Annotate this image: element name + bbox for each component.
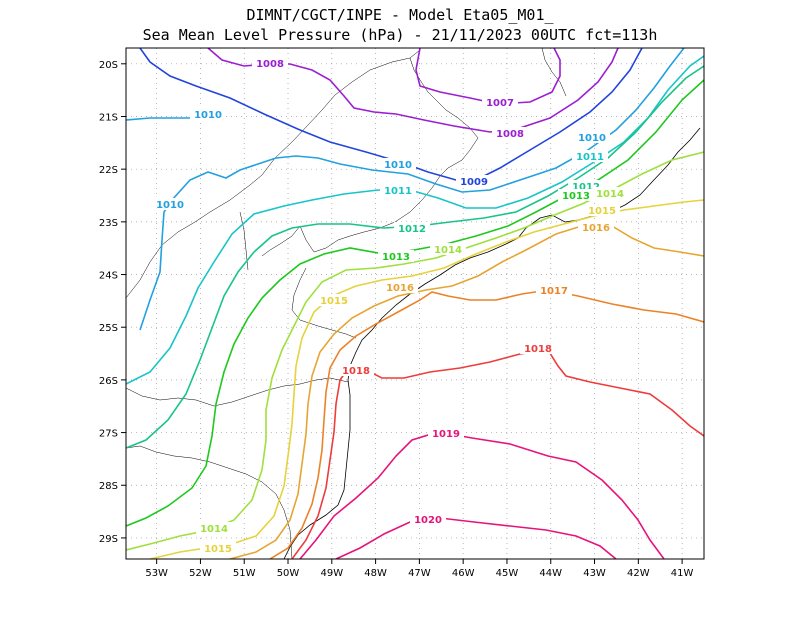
tick-label-lon: 50W xyxy=(277,568,300,579)
tick-label-lon: 45W xyxy=(496,568,519,579)
contour-label-1009: 1009 xyxy=(460,177,488,188)
contour-label-1007: 1007 xyxy=(486,98,514,109)
tick-label-lat: 25S xyxy=(99,323,118,334)
tick-label-lat: 26S xyxy=(99,376,118,387)
contour-labels: 1007 1008 1008 1009 1010 1010 1010 1010 … xyxy=(152,57,628,555)
tick-label-lon: 48W xyxy=(364,568,387,579)
tick-label-lon: 49W xyxy=(320,568,343,579)
isobar-1019 xyxy=(299,431,665,559)
tick-label-lat: 23S xyxy=(99,218,118,229)
tick-label-lat: 28S xyxy=(99,481,118,492)
map-title-line-2: Sea Mean Level Pressure (hPa) - 21/11/20… xyxy=(142,26,658,44)
isobar-1020 xyxy=(335,517,617,559)
tick-label-lon: 53W xyxy=(145,568,168,579)
isobar-1012 xyxy=(126,65,704,449)
tick-label-lat: 22S xyxy=(99,165,118,176)
isobar-1011 xyxy=(126,55,704,385)
contour-label-1016: 1016 xyxy=(582,223,610,234)
contour-label-1008: 1008 xyxy=(256,59,284,70)
tick-label-lon: 43W xyxy=(583,568,606,579)
tick-label-lat: 24S xyxy=(99,271,118,282)
contour-label-1019: 1019 xyxy=(432,429,460,440)
contour-label-1014: 1014 xyxy=(434,245,462,256)
tick-label-lat: 27S xyxy=(99,429,118,440)
contour-label-1013: 1013 xyxy=(382,252,410,263)
isobar-1014 xyxy=(126,151,704,551)
tick-label-lat: 29S xyxy=(99,534,118,545)
contour-label-1010: 1010 xyxy=(578,133,606,144)
contour-label-1014: 1014 xyxy=(200,524,228,535)
tick-label-lon: 41W xyxy=(671,568,694,579)
contour-label-1020: 1020 xyxy=(414,515,442,526)
plot-frame xyxy=(125,47,705,560)
contour-label-1018: 1018 xyxy=(342,366,370,377)
contour-label-1011: 1011 xyxy=(576,152,604,163)
contour-label-1017: 1017 xyxy=(540,286,568,297)
tick-label-lon: 52W xyxy=(189,568,212,579)
contour-label-1011: 1011 xyxy=(384,186,412,197)
contour-label-1016: 1016 xyxy=(386,283,414,294)
contour-label-1013: 1013 xyxy=(562,191,590,202)
tick-label-lon: 51W xyxy=(233,568,256,579)
contour-label-1008: 1008 xyxy=(496,129,524,140)
contour-label-1012: 1012 xyxy=(572,182,600,193)
contour-label-1018: 1018 xyxy=(524,344,552,355)
tick-label-lat: 21S xyxy=(99,112,118,123)
tick-label-lon: 47W xyxy=(408,568,431,579)
tick-label-lon: 44W xyxy=(539,568,562,579)
contour-label-1010: 1010 xyxy=(384,160,412,171)
tick-label-lon: 42W xyxy=(627,568,650,579)
contour-label-1015: 1015 xyxy=(588,206,616,217)
tick-label-lat: 20S xyxy=(99,60,118,71)
map-title-line-1: DIMNT/CGCT/INPE - Model Eta05_M01_ xyxy=(246,6,554,24)
contour-label-1014: 1014 xyxy=(596,189,624,200)
axis-ticks: 20S 21S 22S 23S 24S 25S 26S 27S 28S 29S 53W 52W 51W 5… xyxy=(99,60,694,579)
isobar-1015 xyxy=(149,199,704,559)
contour-label-1012: 1012 xyxy=(398,224,426,235)
contour-label-1010: 1010 xyxy=(194,110,222,121)
isobar-1017 xyxy=(269,289,704,559)
isobar-1018 xyxy=(291,349,704,559)
tick-label-lon: 46W xyxy=(452,568,475,579)
contour-label-1015: 1015 xyxy=(204,544,232,555)
isobar-1007 xyxy=(415,48,561,105)
contour-label-1010: 1010 xyxy=(156,200,184,211)
contour-label-1015: 1015 xyxy=(320,296,348,307)
